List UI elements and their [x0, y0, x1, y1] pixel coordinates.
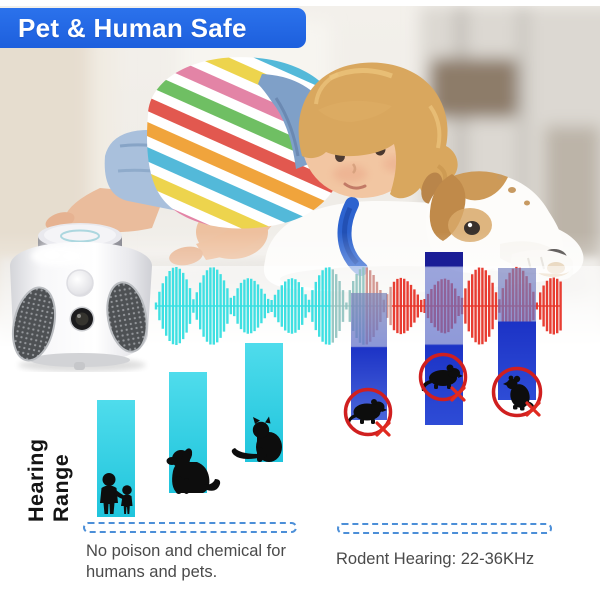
pest-repeller-device: [10, 223, 152, 372]
safety-banner: Pet & Human Safe: [0, 8, 306, 48]
banner-title: Pet & Human Safe: [18, 12, 247, 43]
dog-icon: [166, 448, 221, 494]
rodent-icon-3: [491, 366, 543, 418]
rodent-hearing-caption: Rodent Hearing: 22-36KHz: [336, 550, 535, 568]
dashed-underline-left: [83, 522, 297, 533]
safety-caption-line1: No poison and chemical for: [86, 542, 286, 560]
rodent-icon-2: [418, 352, 468, 402]
cat-icon: [231, 416, 282, 462]
no-circle: [343, 387, 393, 437]
x-mark: [525, 401, 541, 417]
x-mark: [450, 386, 466, 402]
dashed-underline-right: [337, 523, 552, 534]
hearing-range-axis-label: Hearing Range: [24, 438, 73, 522]
rodent-icon-1: [343, 387, 393, 437]
no-circle: [491, 366, 543, 418]
child-hair: [298, 62, 460, 204]
speaker-grille-left: [11, 286, 57, 362]
bar-rodent-1: [351, 293, 387, 420]
device-base: [30, 353, 130, 367]
speaker-grille-right: [106, 281, 148, 353]
safety-caption-line2: humans and pets.: [86, 563, 218, 581]
motion-sensor-dome: [66, 269, 94, 297]
x-mark: [375, 421, 391, 437]
device-foot: [74, 362, 85, 370]
child: [45, 57, 460, 266]
family-icon: [100, 473, 133, 514]
no-circle: [418, 352, 468, 402]
safety-caption: No poison and chemical for humans and pe…: [86, 541, 316, 583]
camera-lens: [69, 306, 95, 332]
